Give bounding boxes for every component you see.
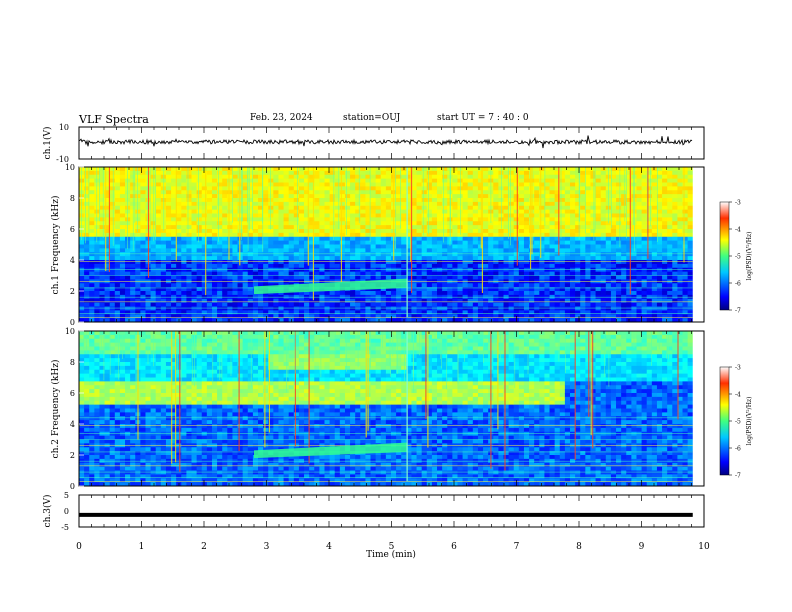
ch2-colorbar-label: log(PSD)(V²/Hz) bbox=[746, 397, 753, 446]
x-tick-label: 7 bbox=[514, 542, 520, 552]
colorbar-tick-label: -6 bbox=[735, 446, 741, 453]
y-tick-label: 2 bbox=[70, 287, 75, 296]
y-tick-label: 0 bbox=[70, 318, 75, 327]
x-tick-label: 0 bbox=[76, 542, 82, 552]
start-ut-label: start UT = 7 : 40 : 0 bbox=[437, 113, 529, 123]
colorbar-ticks: -3 -4 -5 -6 -7 -3 -4 -5 -6 -7 bbox=[729, 200, 741, 480]
ch1-colorbar bbox=[719, 201, 730, 311]
x-tick-label: 4 bbox=[326, 542, 332, 552]
y-tick-label: 4 bbox=[70, 420, 75, 429]
date-label: Feb. 23, 2024 bbox=[250, 113, 313, 123]
ch1-spectrogram bbox=[79, 167, 704, 323]
ch3-ylabel: ch.3(V) bbox=[42, 495, 53, 528]
ch1-ylabel: ch.1(V) bbox=[42, 127, 53, 160]
y-tick-label: 8 bbox=[70, 194, 75, 203]
y-tick-label: -5 bbox=[61, 523, 69, 532]
ch2-spectrogram bbox=[79, 331, 704, 487]
y-tick-label: 0 bbox=[70, 482, 75, 491]
y-tick-label: -10 bbox=[56, 155, 69, 164]
y-tick-label: 10 bbox=[65, 163, 75, 172]
ch1-waveform-trace bbox=[78, 135, 693, 149]
station-label: station=OUJ bbox=[343, 113, 401, 123]
y-tick-label: 10 bbox=[59, 123, 69, 132]
y-tick-label: 8 bbox=[70, 358, 75, 367]
ch2-colorbar bbox=[719, 366, 730, 476]
x-tick-label: 9 bbox=[639, 542, 645, 552]
y-tick-label: 6 bbox=[70, 225, 75, 234]
colorbar-tick-label: -7 bbox=[735, 473, 741, 480]
colorbar-tick-label: -3 bbox=[735, 365, 741, 372]
x-axis-label: Time (min) bbox=[366, 549, 416, 560]
x-tick-label: 2 bbox=[201, 542, 207, 552]
y-tick-label: 5 bbox=[64, 491, 69, 500]
x-tick-label: 10 bbox=[698, 542, 710, 552]
x-tick-label: 6 bbox=[451, 542, 457, 552]
y-tick-label: 0 bbox=[64, 507, 69, 516]
ch1-freq-ylabel: ch.1 Frequency (kHz) bbox=[50, 196, 61, 295]
x-tick-label: 8 bbox=[576, 542, 582, 552]
y-tick-label: 4 bbox=[70, 256, 75, 265]
ch2-freq-ylabel: ch.2 Frequency (kHz) bbox=[50, 360, 61, 459]
x-tick-label: 5 bbox=[389, 542, 395, 552]
colorbar-tick-label: -3 bbox=[735, 200, 741, 207]
figure-title: VLF Spectra bbox=[79, 113, 149, 126]
x-tick-label: 3 bbox=[264, 542, 270, 552]
x-tick-label: 1 bbox=[139, 542, 145, 552]
colorbar-tick-label: -5 bbox=[735, 419, 741, 426]
colorbar-tick-label: -4 bbox=[735, 392, 741, 399]
colorbar-tick-label: -6 bbox=[735, 281, 741, 288]
y-tick-label: 2 bbox=[70, 451, 75, 460]
y-tick-label: 6 bbox=[70, 389, 75, 398]
ch1-colorbar-label: log(PSD)(V²/Hz) bbox=[746, 232, 753, 281]
colorbar-tick-label: -4 bbox=[735, 227, 741, 234]
y-tick-label: 10 bbox=[65, 327, 75, 336]
colorbar-tick-label: -5 bbox=[735, 254, 741, 261]
colorbar-tick-label: -7 bbox=[735, 308, 741, 315]
